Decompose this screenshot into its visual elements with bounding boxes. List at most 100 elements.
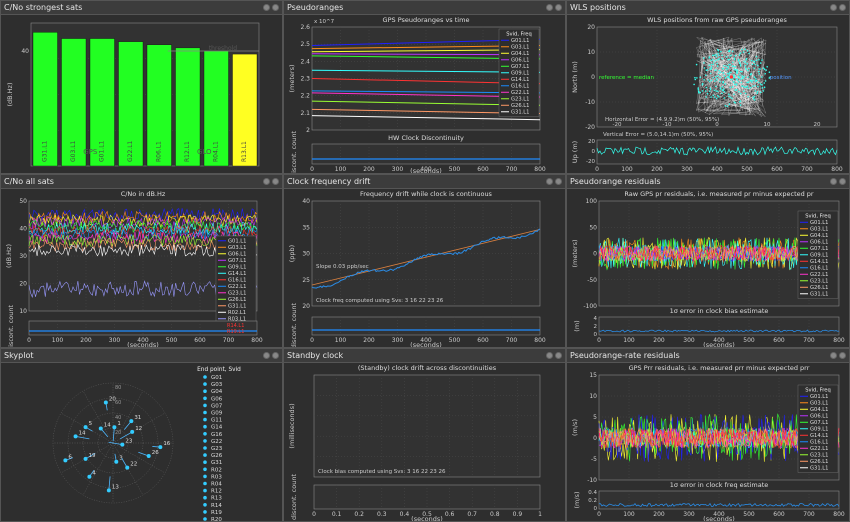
pseudoranges-chart: GPS Pseudoranges vs time x 10^7 2.6 2.5 2.4 2… [288, 16, 546, 173]
minimize-icon[interactable] [546, 178, 553, 185]
position-point [749, 79, 752, 82]
x-tick-label: 100 [335, 337, 347, 344]
position-point [739, 73, 741, 76]
legend-marker [203, 517, 207, 521]
legend-title: Svid, Freq [805, 388, 831, 394]
panel-titlebar[interactable]: C/No strongest sats [1, 1, 282, 15]
position-point [699, 76, 702, 79]
azimuth-spoke [112, 442, 166, 474]
legend-marker [203, 375, 207, 379]
position-point [758, 58, 760, 61]
position-point [703, 67, 706, 69]
panel-titlebar[interactable]: Pseudorange residuals [567, 175, 849, 189]
legend-marker [203, 417, 207, 422]
close-icon[interactable] [839, 352, 846, 359]
panel-titlebar[interactable]: Pseudorange-rate residuals [567, 349, 849, 363]
x-axis-label: (seconds) [127, 341, 159, 348]
x-tick-label: 700 [803, 337, 815, 344]
legend-marker [203, 410, 207, 415]
position-point [709, 80, 711, 83]
position-point [744, 61, 747, 64]
position-point [744, 92, 747, 95]
x-tick-label: 500 [743, 337, 755, 344]
panel-titlebar[interactable]: Pseudoranges [284, 1, 565, 15]
minimize-icon[interactable] [830, 4, 837, 11]
legend-entry: R19.L1 [227, 329, 244, 335]
close-icon[interactable] [272, 352, 279, 359]
position-point [728, 103, 731, 105]
minimize-icon[interactable] [546, 352, 553, 359]
minimize-icon[interactable] [546, 4, 553, 11]
satellite-label: 26 [152, 450, 159, 456]
position-point [761, 76, 763, 78]
legend-entry: G09.L1 [810, 253, 828, 259]
x-tick-label: 100 [623, 511, 635, 518]
close-icon[interactable] [555, 352, 562, 359]
bar [175, 47, 201, 167]
position-point [752, 96, 754, 99]
position-point [745, 86, 747, 88]
position-point [739, 92, 742, 95]
panel-titlebar[interactable]: Skyplot [1, 349, 282, 363]
y-tick-label: 10 [19, 308, 27, 315]
panel-title: Standby clock [287, 351, 344, 360]
y-axis-label: (m/s) [571, 419, 579, 436]
position-point [733, 101, 736, 103]
ring-label: 80 [115, 385, 121, 391]
satellite-track [108, 441, 123, 446]
position-point [709, 88, 712, 91]
x-tick-label: 0 [715, 122, 719, 128]
close-icon[interactable] [555, 4, 562, 11]
position-track [696, 36, 767, 118]
y-tick-label: 2 [306, 127, 310, 134]
close-icon[interactable] [839, 4, 846, 11]
x-tick-label: 800 [833, 337, 845, 344]
legend-entry: G06.L1 [511, 58, 529, 64]
horizontal-error-label: Horizontal Error = (4.9,9.2)m (50%, 95%) [605, 117, 719, 123]
position-point [723, 65, 725, 67]
position-point [695, 63, 698, 66]
satellite-point [83, 425, 88, 430]
legend-entry: G16.L1 [810, 266, 828, 272]
pseudorange-line [311, 115, 541, 121]
position-point [753, 61, 756, 63]
position-point [729, 63, 731, 66]
legend-marker [203, 382, 207, 386]
x-tick-label: 1 [538, 511, 542, 518]
panel-titlebar[interactable]: Standby clock [284, 349, 565, 363]
x-tick-label: 300 [681, 166, 693, 173]
x-tick-label: 0 [595, 166, 599, 173]
close-icon[interactable] [272, 178, 279, 185]
cno-series-line [28, 224, 258, 239]
panel-wls-positions: WLS positions WLS positions from raw GPS… [566, 0, 850, 174]
position-point [754, 80, 757, 82]
legend-entry: R14 [211, 503, 222, 509]
legend-entry: G22 [211, 439, 222, 445]
clock-bias-error-line [598, 329, 840, 333]
x-tick-label: 0.3 [377, 511, 387, 518]
satellite-track [108, 476, 111, 491]
y-axis-label: (dB.Hz) [5, 244, 13, 268]
close-icon[interactable] [839, 178, 846, 185]
position-point [694, 76, 696, 79]
satellite-label: 13 [112, 484, 119, 490]
minimize-icon[interactable] [263, 4, 270, 11]
legend-entry: G01.L1 [511, 38, 529, 44]
x-tick-label: 200 [80, 337, 92, 344]
panel-titlebar[interactable]: C/No all sats [1, 175, 282, 189]
panel-titlebar[interactable]: Clock frequency drift [284, 175, 565, 189]
x-tick-label: 700 [506, 337, 518, 344]
minimize-icon[interactable] [830, 178, 837, 185]
satellite-point [130, 429, 135, 434]
position-point [720, 50, 722, 53]
minimize-icon[interactable] [830, 352, 837, 359]
minimize-icon[interactable] [263, 352, 270, 359]
x-tick-label: -20 [613, 122, 622, 128]
panel-titlebar[interactable]: WLS positions [567, 1, 849, 15]
position-point [753, 95, 756, 98]
close-icon[interactable] [555, 178, 562, 185]
cno-all-chart: C/No in dB.Hz 50 40 30 20 10 (dB.Hz) G01.L1G03.… [5, 190, 263, 348]
minimize-icon[interactable] [263, 178, 270, 185]
legend-entry: G04.L1 [810, 407, 828, 413]
close-icon[interactable] [272, 4, 279, 11]
